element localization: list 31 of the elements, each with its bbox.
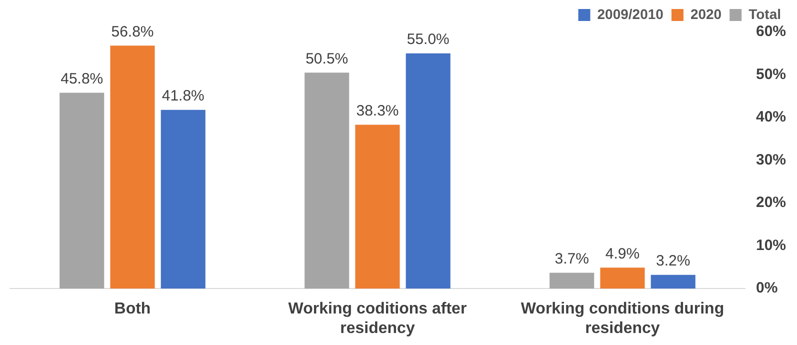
data-label: 38.3% [356, 102, 399, 120]
y-tick-label: 60% [756, 23, 786, 40]
y-tick-label: 40% [756, 108, 786, 126]
data-label: 50.5% [306, 50, 348, 68]
y-tick-label: 20% [756, 194, 786, 212]
data-label: 56.8% [111, 23, 154, 40]
data-label: 55.0% [406, 31, 450, 48]
bar [304, 72, 350, 289]
data-label: 3.2% [656, 252, 690, 270]
data-label: 4.9% [605, 245, 640, 262]
y-tick-label: 10% [756, 236, 786, 254]
data-label: 41.8% [162, 87, 204, 104]
data-label: 45.8% [60, 70, 104, 88]
bar [110, 46, 155, 289]
bar [550, 272, 594, 289]
bar [60, 92, 104, 289]
bar [406, 53, 450, 289]
data-label: 3.7% [554, 250, 589, 268]
y-tick-label: 50% [756, 66, 786, 83]
legend-label: 2020 [690, 6, 722, 22]
x-tick-label: Working conditions during residency [520, 300, 724, 337]
legend-label: 2009/2010 [597, 6, 664, 22]
x-tick-label: Both [114, 300, 151, 318]
bar [160, 110, 206, 289]
legend-label: Total [748, 6, 782, 22]
y-tick-label: 0% [756, 280, 778, 297]
bar [650, 274, 696, 289]
bar [355, 124, 400, 289]
x-tick-label: Working coditions after residency [288, 300, 467, 337]
bar [600, 268, 645, 289]
y-tick-label: 30% [756, 151, 786, 168]
